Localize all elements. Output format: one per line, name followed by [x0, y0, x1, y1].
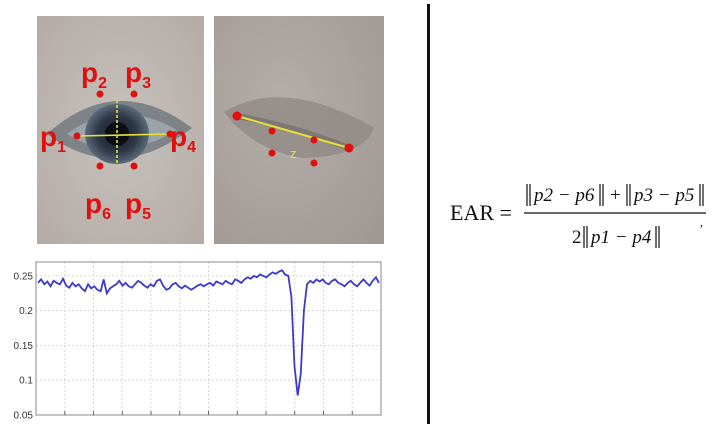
landmark-p4 — [166, 130, 174, 138]
horizontal-distance-line — [76, 133, 171, 137]
landmark-closed-bottom-right — [310, 159, 318, 167]
y-tick-label: 0.25 — [14, 271, 34, 282]
landmark-p6 — [96, 162, 104, 170]
numerator-term-a: p2 − p6 — [532, 185, 595, 206]
ear-formula: EAR = p2 − p6 + p3 − p5 2 p1 − p4 , — [450, 184, 706, 248]
landmark-closed-bottom-left — [268, 149, 276, 157]
label-p3: p3 — [125, 57, 151, 92]
formula-trailing-comma: , — [700, 215, 703, 229]
label-p1: p1 — [40, 121, 66, 156]
formula-lhs: EAR = — [450, 200, 512, 225]
y-ticks: 0.25 0.2 0.15 0.1 0.05 — [14, 271, 353, 421]
closed-eye-image: z — [214, 16, 384, 244]
y-tick-label: 0.1 — [19, 376, 33, 387]
closed-eye-mark: z — [290, 146, 297, 161]
landmark-closed-top-right — [310, 136, 318, 144]
y-tick-label: 0.05 — [14, 411, 34, 422]
label-p5: p5 — [125, 188, 151, 223]
landmark-p1 — [73, 132, 81, 140]
formula-numerator: p2 − p6 + p3 − p5 — [526, 184, 704, 206]
label-p4: p4 — [170, 121, 196, 156]
landmark-closed-right — [344, 143, 354, 153]
y-tick-label: 0.2 — [19, 306, 33, 317]
landmark-closed-top-left — [268, 127, 276, 135]
numerator-term-b: p3 − p5 — [632, 185, 694, 206]
pupil — [105, 122, 129, 146]
landmark-p5 — [130, 162, 138, 170]
open-eye-image: p2 p3 p1 p4 p6 p5 — [37, 16, 204, 244]
denominator-coefficient: 2 — [572, 227, 582, 248]
landmark-p2 — [96, 90, 104, 98]
numerator-plus: + — [610, 185, 621, 206]
y-tick-label: 0.15 — [14, 341, 34, 352]
landmark-closed-left — [232, 111, 242, 121]
ear-signal-chart: 0.25 0.2 0.15 0.1 0.05 — [14, 261, 382, 421]
label-p2: p2 — [81, 57, 107, 92]
horizontal-distance-line-closed — [236, 115, 350, 149]
landmark-p3 — [130, 90, 138, 98]
ear-series-line — [37, 269, 380, 396]
label-p6: p6 — [85, 188, 111, 223]
denominator-term: p1 − p4 — [589, 227, 652, 248]
vertical-divider — [427, 4, 430, 424]
formula-denominator: 2 p1 − p4 — [572, 226, 660, 248]
